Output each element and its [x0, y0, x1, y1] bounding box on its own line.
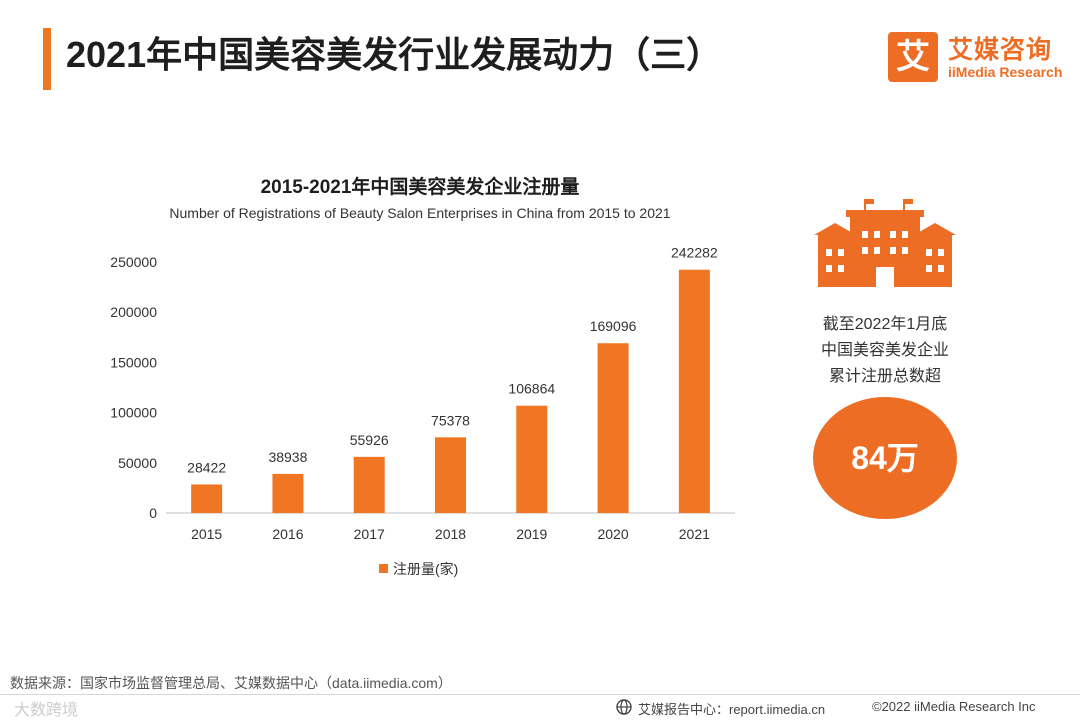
- x-tick-label: 2020: [597, 526, 628, 542]
- legend-swatch: [379, 564, 388, 573]
- y-tick-label: 150000: [110, 354, 157, 370]
- data-label: 38938: [268, 449, 307, 465]
- x-tick-label: 2019: [516, 526, 547, 542]
- data-label: 55926: [350, 432, 389, 448]
- logo-text-cn: 艾媒咨询: [948, 36, 1053, 64]
- data-source: 数据来源：国家市场监督管理总局、艾媒数据中心（data.iimedia.com）: [10, 675, 452, 691]
- globe-icon: [616, 699, 632, 715]
- bar-2021: [678, 269, 710, 513]
- copyright: ©2022 iiMedia Research Inc: [872, 699, 1036, 714]
- footer-divider: [0, 694, 1080, 695]
- page-title: 2021年中国美容美发行业发展动力（三）: [66, 34, 723, 75]
- watermark-text: 大数跨境: [14, 702, 79, 719]
- logo-text-en: iiMedia Research: [948, 64, 1063, 80]
- x-tick-label: 2017: [354, 526, 385, 542]
- office-building-icon: [814, 199, 956, 287]
- y-tick-label: 50000: [118, 455, 157, 471]
- cumulative-registrations-note: 截至2022年1月底 中国美容美发企业 累计注册总数超: [805, 312, 965, 390]
- x-tick-label: 2015: [191, 526, 222, 542]
- bar-2016: [272, 473, 304, 513]
- bar-2020: [597, 343, 629, 513]
- note-line-1: 截至2022年1月底: [822, 316, 948, 333]
- data-label: 169096: [590, 318, 637, 334]
- data-label: 106864: [508, 381, 555, 397]
- chart-title: 2015-2021年中国美容美发企业注册量: [260, 177, 580, 198]
- chart-subtitle: Number of Registrations of Beauty Salon …: [169, 205, 671, 221]
- title-accent-bar: [43, 28, 51, 90]
- note-line-3: 累计注册总数超: [828, 368, 941, 385]
- legend-label: 注册量(家): [393, 561, 458, 577]
- logo-mark-icon: 艾: [888, 32, 938, 82]
- note-line-2: 中国美容美发企业: [820, 342, 949, 359]
- x-tick-label: 2018: [435, 526, 466, 542]
- bar-2015: [191, 484, 223, 513]
- data-label: 75378: [431, 412, 470, 428]
- y-tick-label: 200000: [110, 304, 157, 320]
- data-label: 28422: [187, 459, 226, 475]
- report-center-link[interactable]: 艾媒报告中心：report.iimedia.cn: [638, 702, 826, 717]
- x-tick-label: 2016: [272, 526, 303, 542]
- data-label: 242282: [671, 245, 718, 261]
- x-tick-label: 2021: [679, 526, 710, 542]
- bar-2019: [516, 405, 548, 513]
- bar-chart: 0 50000 100000 150000 200000 250000 28422 2015 3…: [110, 245, 735, 577]
- y-tick-label: 100000: [110, 405, 157, 421]
- brand-logo: 艾 艾媒咨询 iiMedia Research: [888, 30, 1068, 86]
- bar-2018: [435, 437, 466, 513]
- y-tick-label: 0: [149, 505, 157, 521]
- bar-2017: [353, 456, 385, 513]
- y-tick-label: 250000: [110, 254, 157, 270]
- total-badge: 84万: [813, 397, 957, 519]
